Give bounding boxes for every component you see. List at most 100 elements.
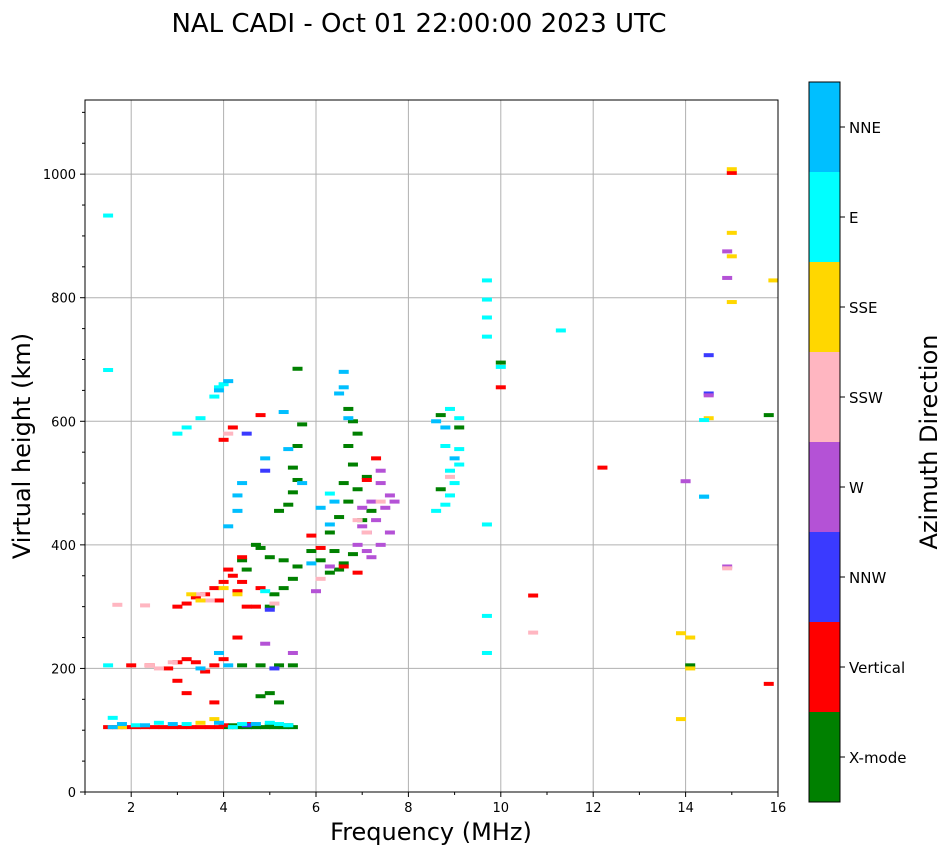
data-point [287,490,298,495]
data-point [324,522,335,527]
colorbar-tick-label: SSW [849,389,883,407]
colorbar-segment [809,352,840,442]
data-point [343,499,354,504]
data-point [241,567,252,572]
y-tick-label: 600 [51,415,76,430]
data-point [213,385,224,390]
data-point [227,725,238,730]
data-point [264,691,275,696]
data-point [181,657,192,662]
data-point [495,385,506,390]
data-point [177,725,188,730]
data-point [352,431,363,436]
data-point [481,315,492,320]
data-point [237,722,248,727]
x-axis-label: Frequency (MHz) [330,818,532,846]
data-point [431,419,442,424]
data-point [449,456,460,461]
data-point [195,416,206,421]
data-point [528,630,539,635]
data-point [241,604,252,609]
data-point [260,641,271,646]
data-point [195,592,206,597]
data-point [449,481,460,486]
grid-lines [85,100,779,793]
data-point [209,700,220,705]
data-point [112,602,123,607]
data-point [260,589,271,594]
data-point [223,663,234,668]
colorbar: X-mode Vertical NNW W SSW SSE E NNE [808,81,906,803]
data-point [722,566,733,571]
data-point [264,720,275,725]
data-point [213,598,224,603]
data-point [324,570,335,575]
data-point [264,607,275,612]
data-point [232,508,243,513]
data-point [726,300,737,305]
colorbar-tick-label: NNE [849,119,881,137]
data-point [375,468,386,473]
data-point [274,508,285,513]
data-point [352,542,363,547]
data-point [181,425,192,430]
data-point [209,663,220,668]
colorbar-tick-label: E [849,209,858,227]
data-point [366,508,377,513]
data-point [232,592,243,597]
data-point [274,722,285,727]
data-point [103,368,114,373]
data-point [722,249,733,254]
colorbar-tick-label: NNW [849,569,886,587]
data-point [481,613,492,618]
data-point [481,297,492,302]
data-point [454,416,465,421]
data-point [218,437,229,442]
data-point [495,364,506,369]
data-point [204,725,215,730]
chart-title: NAL CADI - Oct 01 22:00:00 2023 UTC [171,9,666,39]
data-point [495,360,506,365]
data-point [223,524,234,529]
data-point [278,410,289,415]
data-point [287,663,298,668]
data-point [338,481,349,486]
data-point [172,678,183,683]
data-point [218,382,229,387]
x-tick-label: 16 [770,801,787,816]
data-point [186,725,197,730]
data-point [357,524,368,529]
data-point [283,723,294,728]
data-point [371,456,382,461]
colorbar-frame [808,81,841,803]
data-point [195,725,206,730]
data-point [227,425,238,430]
data-point [255,586,266,591]
data-point [218,657,229,662]
data-point [375,542,386,547]
data-point [209,394,220,399]
data-point [255,694,266,699]
x-tick-label: 2 [127,801,135,816]
data-point [334,515,345,520]
data-point [140,723,151,728]
data-point [454,462,465,467]
data-point [315,558,326,563]
colorbar-segment [809,622,840,712]
data-point [126,663,137,668]
data-point [763,413,774,418]
data-point [264,604,275,609]
data-point [283,502,294,507]
data-point [181,691,192,696]
data-point [153,666,164,671]
data-point [209,586,220,591]
data-point [186,592,197,597]
data-point [130,723,141,728]
data-point [190,595,201,600]
data-point [103,213,114,218]
y-axis: 0 200 400 600 800 1000 [43,111,85,801]
colorbar-tick-label: SSE [849,299,878,317]
data-point [195,598,206,603]
data-point [232,589,243,594]
data-point [223,567,234,572]
